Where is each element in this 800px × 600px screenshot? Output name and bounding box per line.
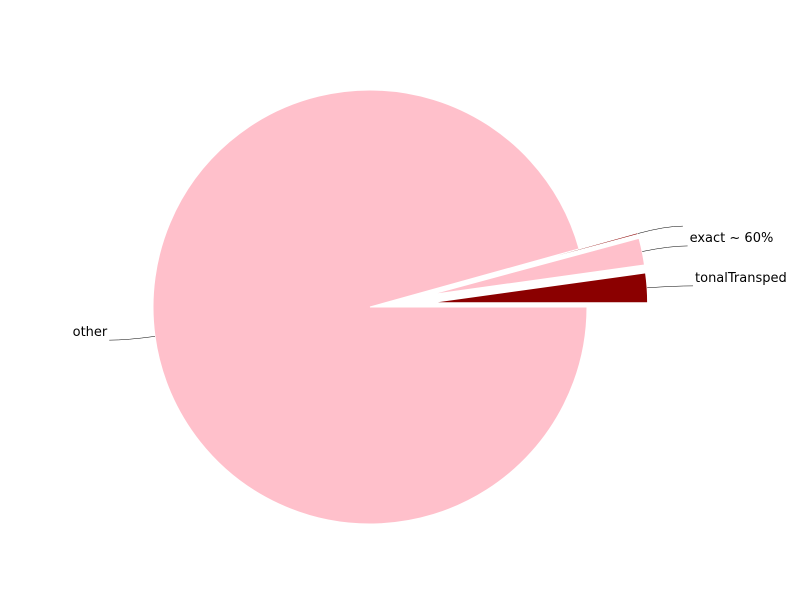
leader-line: [647, 285, 694, 289]
slice-label: tonalTransped: [695, 271, 787, 286]
leader-line: [642, 245, 688, 252]
pie-slice-other: [152, 89, 588, 525]
slice-label: exact ~ 60%: [690, 231, 774, 246]
leader-line: [637, 225, 683, 234]
leader-line: [109, 336, 156, 341]
slice-label: other: [73, 325, 108, 340]
